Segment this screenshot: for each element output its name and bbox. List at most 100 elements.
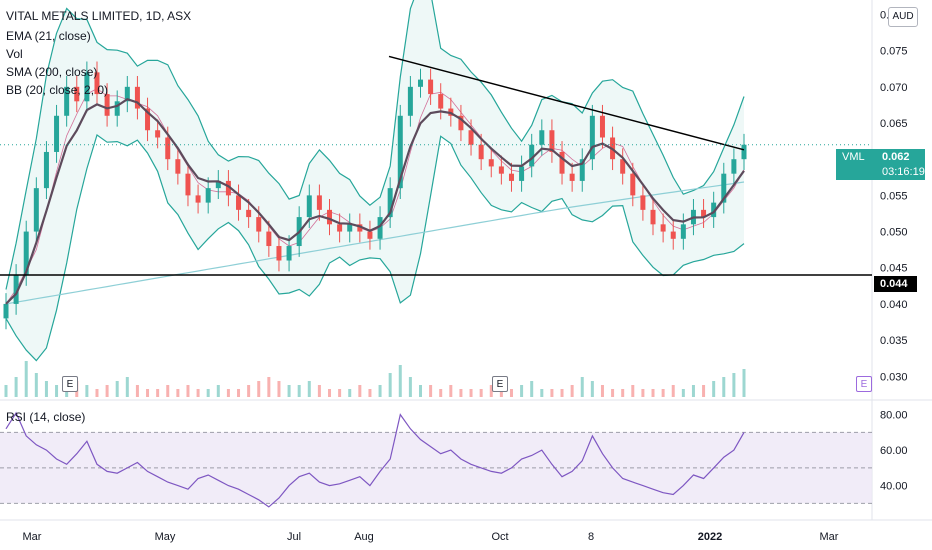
volume-bar bbox=[277, 381, 281, 397]
candle-body bbox=[599, 115, 605, 138]
candle-body bbox=[155, 130, 161, 138]
rsi-legend[interactable]: RSI (14, close) bbox=[6, 410, 86, 424]
candle-body bbox=[104, 94, 110, 116]
candle-body bbox=[498, 166, 504, 174]
candle-body bbox=[347, 224, 353, 232]
candle-body bbox=[630, 173, 636, 196]
x-tick-label: May bbox=[155, 531, 176, 543]
volume-bar bbox=[206, 389, 210, 397]
candle-body bbox=[236, 195, 242, 210]
candle-body bbox=[64, 86, 70, 116]
candle-body bbox=[54, 115, 60, 152]
candle-body bbox=[387, 188, 393, 218]
candle-body bbox=[256, 217, 262, 232]
candle-body bbox=[306, 195, 312, 218]
candle-body bbox=[33, 188, 39, 232]
volume-bar bbox=[600, 385, 604, 397]
candle-body bbox=[225, 180, 231, 196]
x-tick-label: Aug bbox=[354, 531, 374, 543]
candle-body bbox=[3, 303, 9, 319]
candle-body bbox=[377, 217, 383, 239]
volume-bar bbox=[429, 385, 433, 397]
price-tick-label: 0.035 bbox=[880, 335, 908, 347]
candle-body bbox=[539, 130, 545, 145]
volume-bar bbox=[4, 385, 8, 397]
volume-bar bbox=[722, 377, 726, 397]
volume-bar bbox=[671, 385, 675, 397]
sma-legend[interactable]: SMA (200, close) bbox=[6, 65, 98, 79]
vol-legend[interactable]: Vol bbox=[6, 47, 23, 61]
volume-bar bbox=[85, 385, 89, 397]
symbol-legend[interactable]: VITAL METALS LIMITED, 1D, ASX bbox=[6, 9, 192, 23]
ticker-badge: VML bbox=[836, 149, 878, 180]
candle-body bbox=[195, 195, 201, 203]
volume-bar bbox=[520, 385, 524, 397]
ema-21-line bbox=[5, 97, 745, 305]
volume-bar bbox=[237, 389, 241, 397]
volume-bar bbox=[621, 389, 625, 397]
rsi-tick-label: 60.00 bbox=[880, 445, 908, 457]
volume-bar bbox=[439, 389, 443, 397]
volume-bar bbox=[186, 385, 190, 397]
volume-bar bbox=[418, 385, 422, 397]
earnings-marker-2[interactable]: E bbox=[492, 376, 508, 392]
candle-body bbox=[215, 180, 221, 189]
candle-body bbox=[23, 231, 29, 275]
bb-legend[interactable]: BB (20, close, 2, 0) bbox=[6, 83, 109, 97]
candle-body bbox=[741, 144, 747, 160]
bollinger-upper bbox=[5, 0, 745, 290]
candle-body bbox=[124, 86, 130, 102]
currency-button[interactable]: AUD bbox=[888, 7, 918, 27]
candle-body bbox=[569, 173, 575, 181]
volume-bar bbox=[368, 389, 372, 397]
volume-bar bbox=[550, 389, 554, 397]
volume-bar bbox=[95, 389, 99, 397]
candle-body bbox=[114, 101, 120, 116]
x-tick-label: Mar bbox=[23, 531, 42, 543]
volume-bar bbox=[388, 373, 392, 397]
volume-bar bbox=[105, 385, 109, 397]
volume-bar bbox=[580, 377, 584, 397]
sma-200-line bbox=[5, 181, 745, 305]
candle-body bbox=[205, 188, 211, 203]
volume-bar bbox=[348, 389, 352, 397]
earnings-marker-3[interactable]: E bbox=[856, 376, 872, 392]
volume-bar bbox=[611, 389, 615, 397]
volume-bar bbox=[44, 381, 48, 397]
candle-body bbox=[43, 151, 49, 189]
price-tick-label: 0.045 bbox=[880, 263, 908, 275]
x-tick-label: Mar bbox=[820, 531, 839, 543]
candle-body bbox=[680, 224, 686, 239]
price-tick-label: 0.050 bbox=[880, 227, 908, 239]
candle-body bbox=[488, 159, 494, 167]
candle-body bbox=[286, 246, 292, 261]
price-tick-label: 0.030 bbox=[880, 371, 908, 383]
candle-body bbox=[266, 231, 272, 247]
candle-body bbox=[559, 151, 565, 174]
candle-body bbox=[640, 195, 646, 210]
ema-legend[interactable]: EMA (21, close) bbox=[6, 29, 91, 43]
earnings-marker-1[interactable]: E bbox=[62, 376, 78, 392]
candle-body bbox=[327, 209, 333, 225]
candle-body bbox=[417, 79, 423, 87]
candle-body bbox=[660, 224, 666, 232]
candle-body bbox=[650, 209, 656, 225]
volume-bar bbox=[398, 365, 402, 397]
volume-bar bbox=[732, 373, 736, 397]
price-badge-countdown: 03:16:19 bbox=[882, 166, 925, 178]
candle-body bbox=[246, 209, 252, 218]
volume-bar bbox=[459, 389, 463, 397]
volume-bar bbox=[55, 385, 59, 397]
candle-body bbox=[165, 137, 171, 160]
support-line-badge: 0.044 bbox=[874, 276, 917, 292]
volume-bar bbox=[449, 385, 453, 397]
candle-body bbox=[94, 72, 100, 95]
volume-bar bbox=[226, 389, 230, 397]
candle-body bbox=[529, 144, 535, 167]
candle-body bbox=[670, 231, 676, 239]
candle-body bbox=[145, 108, 151, 131]
price-tick-label: 0.055 bbox=[880, 190, 908, 202]
price-tick-label: 0.040 bbox=[880, 299, 908, 311]
rsi-tick-label: 40.00 bbox=[880, 481, 908, 493]
